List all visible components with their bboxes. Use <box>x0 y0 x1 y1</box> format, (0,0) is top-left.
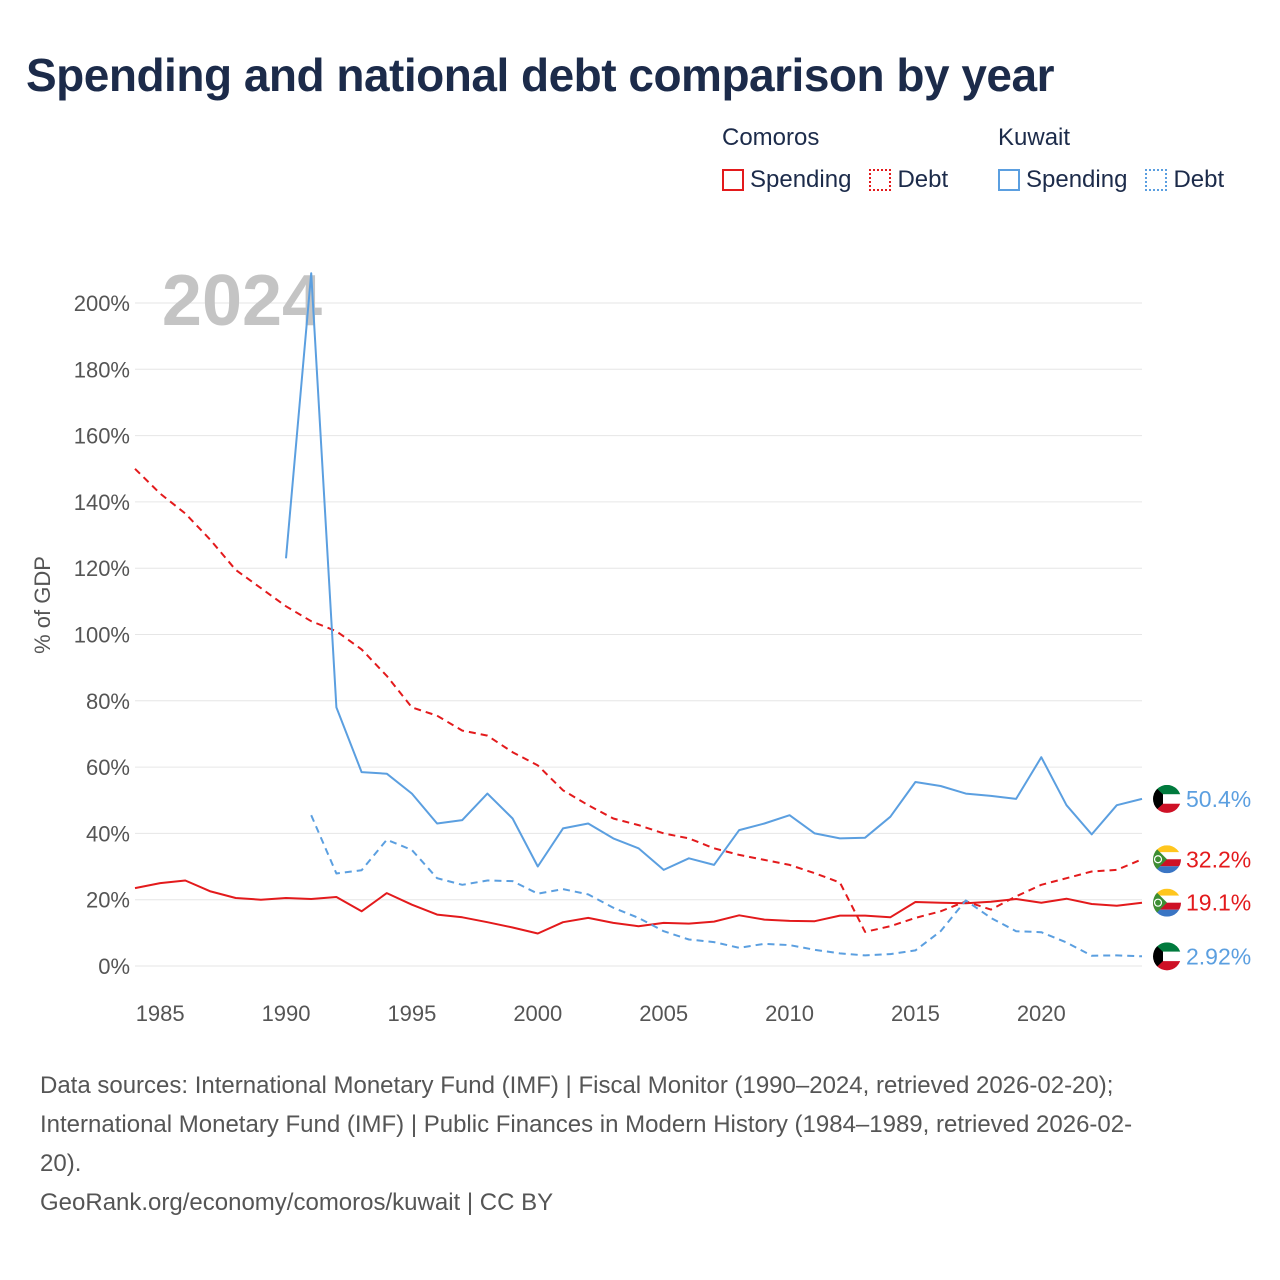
x-tick-label: 2020 <box>1017 1001 1066 1026</box>
y-tick-label: 160% <box>74 424 130 449</box>
end-value-label: 32.2% <box>1186 846 1251 872</box>
y-tick-label: 20% <box>86 888 130 913</box>
legend-group-comoros: Comoros Spending Debt <box>722 124 966 194</box>
series-line-kuwait-spending <box>285 272 1143 871</box>
legend-item-kuwait-spending[interactable]: Spending <box>998 166 1127 194</box>
legend-item-comoros-spending[interactable]: Spending <box>722 166 851 194</box>
y-tick-label: 40% <box>86 821 130 846</box>
x-tick-label: 2000 <box>513 1001 562 1026</box>
legend-swatch-dotted-icon <box>869 169 892 191</box>
y-axis-label: % of GDP <box>30 556 55 654</box>
legend-item-kuwait-debt[interactable]: Debt <box>1145 166 1224 194</box>
x-tick-label: 1990 <box>262 1001 311 1026</box>
y-tick-label: 80% <box>86 689 130 714</box>
series-line-comoros-debt <box>134 468 1143 933</box>
end-value-label: 50.4% <box>1186 786 1251 812</box>
end-value-label: 19.1% <box>1186 890 1251 916</box>
legend-item-comoros-debt[interactable]: Debt <box>869 166 948 194</box>
series-line-kuwait-debt <box>310 814 1143 958</box>
x-tick-label: 2005 <box>639 1001 688 1026</box>
legend-label: Debt <box>897 166 949 193</box>
sources-line-2: International Monetary Fund (IMF) | Publ… <box>40 1111 1133 1138</box>
series-line-comoros-spending <box>134 879 1143 935</box>
end-value-label: 2.92% <box>1186 943 1251 969</box>
comoros-flag-icon <box>1153 845 1181 874</box>
legend-group-kuwait: Kuwait Spending Debt <box>998 124 1242 194</box>
legend-label: Spending <box>750 166 852 193</box>
legend-swatch-solid-icon <box>722 169 744 191</box>
x-tick-label: 2010 <box>765 1001 814 1026</box>
kuwait-flag-icon <box>1153 784 1181 813</box>
line-chart: 0% 20% 40% 60% 80% 100% 120% 140% 160% 180% 200% 19… <box>30 261 1251 1026</box>
y-tick-label: 140% <box>74 490 130 515</box>
y-tick-label: 60% <box>86 755 130 780</box>
sources-line-3: 20). <box>40 1150 82 1177</box>
legend-swatch-dotted-icon <box>1145 169 1168 191</box>
kuwait-flag-icon <box>1153 942 1181 971</box>
y-tick-label: 180% <box>74 357 130 382</box>
comoros-flag-icon <box>1153 888 1181 917</box>
y-tick-label: 100% <box>74 623 130 648</box>
legend-country-comoros: Comoros <box>722 124 820 151</box>
attribution-link[interactable]: GeoRank.org/economy/comoros/kuwait | CC … <box>40 1189 554 1216</box>
x-tick-label: 1995 <box>387 1001 436 1026</box>
footer: Data sources: International Monetary Fun… <box>40 1066 1240 1222</box>
legend-country-kuwait: Kuwait <box>998 124 1071 151</box>
y-tick-label: 120% <box>74 556 130 581</box>
x-tick-label: 2015 <box>891 1001 940 1026</box>
y-tick-label: 0% <box>98 954 130 979</box>
legend-label: Debt <box>1173 166 1225 193</box>
y-tick-label: 200% <box>74 291 130 316</box>
x-tick-label: 1985 <box>136 1001 185 1026</box>
legend-swatch-solid-icon <box>998 169 1020 191</box>
chart-title: Spending and national debt comparison by… <box>26 49 1055 101</box>
year-watermark: 2024 <box>162 261 322 341</box>
legend-label: Spending <box>1026 166 1128 193</box>
sources-line-1: Data sources: International Monetary Fun… <box>40 1072 1114 1099</box>
